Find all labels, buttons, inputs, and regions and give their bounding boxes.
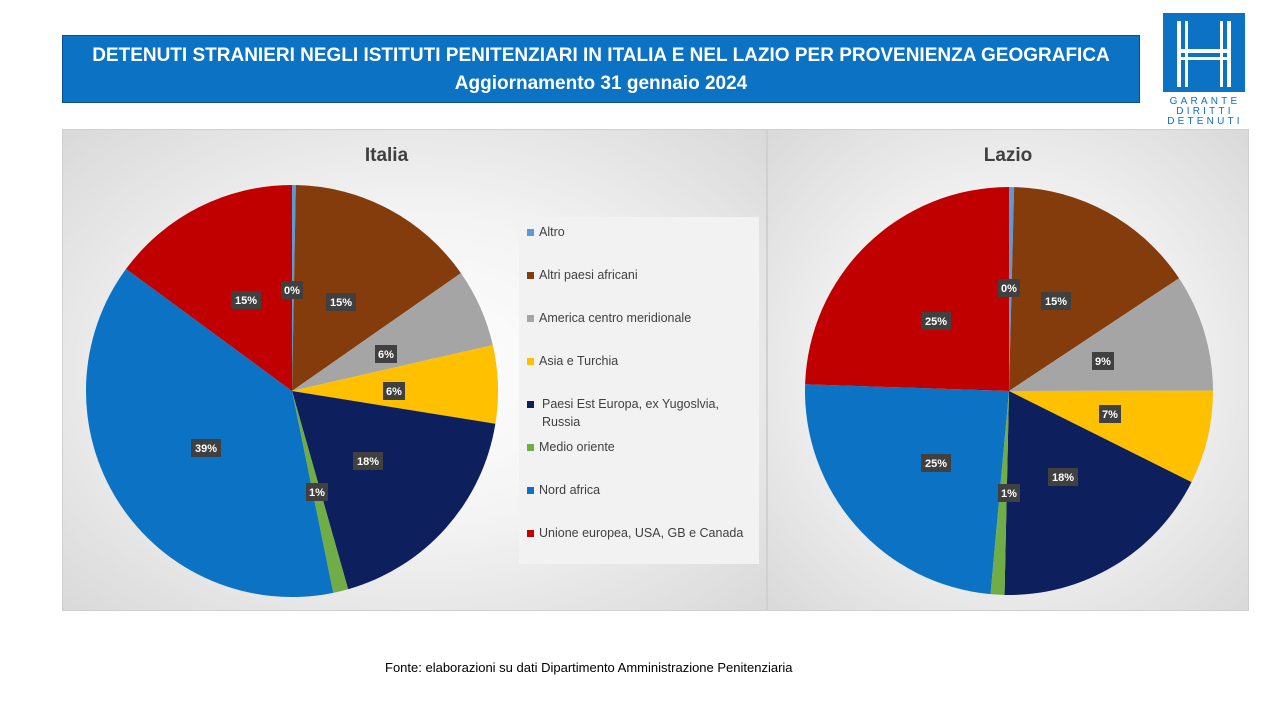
- pie-slice: [805, 384, 1009, 595]
- data-label: 7%: [1099, 405, 1121, 423]
- svg-text:6%: 6%: [386, 386, 402, 398]
- legend-label: Nord africa: [539, 483, 601, 497]
- svg-text:25%: 25%: [925, 458, 947, 470]
- pie-chart-italia: 0% 15% 6% 6% 18% 1% 39% 15%: [86, 185, 498, 597]
- chart-legend: Altro Altri paesi africani America centro …: [519, 217, 759, 564]
- data-label: 1%: [306, 483, 328, 501]
- data-label: 15%: [326, 293, 356, 311]
- legend-label: Altri paesi africani: [539, 268, 638, 282]
- legend-swatch: [527, 272, 534, 279]
- pie-slice: [126, 185, 292, 391]
- svg-text:1%: 1%: [309, 487, 325, 499]
- svg-text:7%: 7%: [1102, 409, 1118, 421]
- chart-title-lazio: Lazio: [983, 145, 1033, 166]
- pie-slice: [805, 187, 1009, 391]
- legend-label: Asia e Turchia: [539, 354, 619, 368]
- legend-label: Medio oriente: [539, 440, 615, 454]
- legend-swatch: [527, 315, 534, 322]
- data-label: 15%: [1041, 292, 1071, 310]
- svg-text:15%: 15%: [330, 297, 352, 309]
- pie-slice: [1009, 390, 1213, 483]
- chart-panel-lazio: Lazio 0% 15% 9% 7% 18% 1% 25% 25%: [767, 129, 1249, 611]
- svg-text:25%: 25%: [925, 316, 947, 328]
- source-note: Fonte: elaborazioni su dati Dipartimento…: [385, 660, 793, 675]
- logo-text-line2: DIRITTI: [1176, 106, 1234, 117]
- data-label: 39%: [191, 439, 221, 457]
- legend-label: Paesi Est Europa, ex Yugoslvia, Russia: [542, 397, 719, 429]
- data-label: 25%: [921, 312, 951, 330]
- svg-text:18%: 18%: [1052, 472, 1074, 484]
- svg-text:0%: 0%: [1001, 283, 1017, 295]
- svg-text:15%: 15%: [235, 295, 257, 307]
- pie-slice: [86, 268, 334, 597]
- pie-slice: [292, 391, 496, 590]
- legend-swatch: [527, 401, 534, 408]
- svg-text:18%: 18%: [357, 456, 379, 468]
- main-title: DETENUTI STRANIERI NEGLI ISTITUTI PENITE…: [92, 45, 1110, 66]
- data-label: 1%: [998, 484, 1020, 502]
- legend-label: America centro meridionale: [539, 311, 692, 325]
- data-label: 15%: [231, 291, 261, 309]
- legend-label: Unione europea, USA, GB e Canada: [539, 526, 744, 540]
- chart-title-italia: Italia: [364, 145, 409, 166]
- pie-slice: [292, 185, 461, 391]
- legend-swatch: [527, 229, 534, 236]
- data-label: 6%: [383, 382, 405, 400]
- data-label: 0%: [281, 281, 303, 299]
- data-label: 0%: [998, 279, 1020, 297]
- pie-chart-lazio: 0% 15% 9% 7% 18% 1% 25% 25%: [805, 187, 1213, 595]
- pie-slice: [1009, 187, 1180, 391]
- svg-text:9%: 9%: [1095, 356, 1111, 368]
- legend-swatch: [527, 358, 534, 365]
- logo-text-line3: DETENUTI: [1167, 116, 1243, 127]
- legend-swatch: [527, 530, 534, 537]
- svg-text:6%: 6%: [378, 349, 394, 361]
- garante-logo: GARANTE DIRITTI DETENUTI: [1163, 13, 1247, 128]
- data-label: 18%: [1048, 468, 1078, 486]
- svg-text:15%: 15%: [1045, 296, 1067, 308]
- legend-label: Altro: [539, 225, 565, 239]
- logo-text-line1: GARANTE: [1169, 96, 1241, 107]
- svg-text:1%: 1%: [1001, 488, 1017, 500]
- subtitle-date: Aggiornamento 31 gennaio 2024: [454, 73, 748, 94]
- data-label: 9%: [1092, 352, 1114, 370]
- data-label: 18%: [353, 452, 383, 470]
- pie-slice: [292, 273, 493, 391]
- data-label: 6%: [375, 345, 397, 363]
- pie-slice: [1004, 391, 1192, 595]
- logo-mark-icon: [1163, 13, 1245, 92]
- title-banner: DETENUTI STRANIERI NEGLI ISTITUTI PENITE…: [62, 35, 1140, 103]
- svg-text:39%: 39%: [195, 443, 217, 455]
- data-label: 25%: [921, 454, 951, 472]
- pie-slice: [1009, 278, 1213, 391]
- legend-swatch: [527, 487, 534, 494]
- legend-swatch: [527, 444, 534, 451]
- svg-text:0%: 0%: [284, 285, 300, 297]
